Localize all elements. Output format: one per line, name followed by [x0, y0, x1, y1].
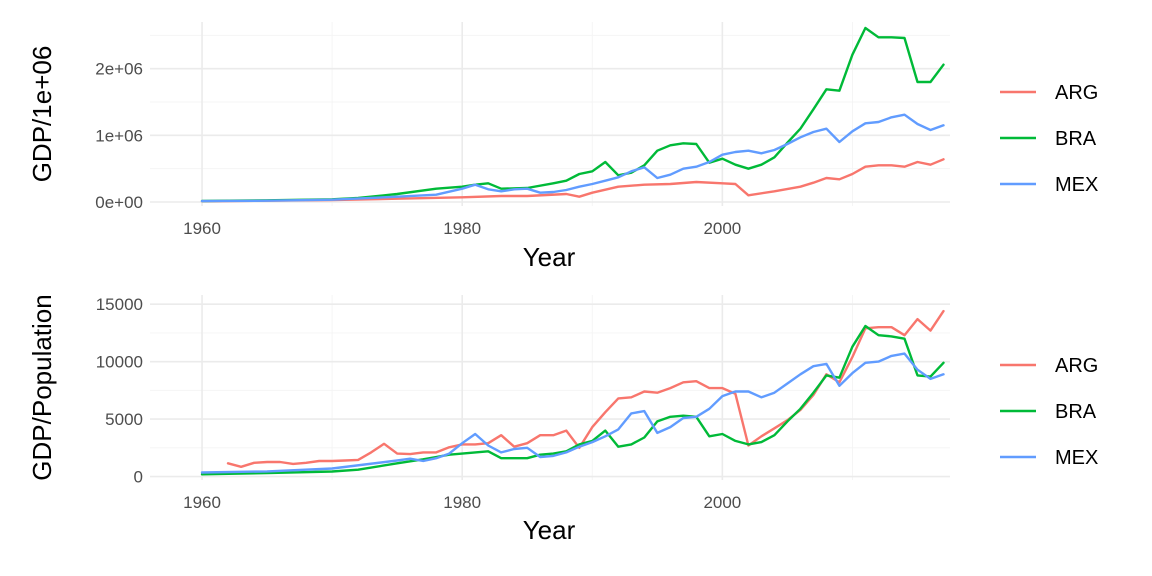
y-tick-label: 10000 — [96, 353, 143, 372]
x-tick-label: 2000 — [703, 219, 741, 238]
legend-label-mex: MEX — [1055, 174, 1098, 196]
y-tick-label: 5000 — [105, 410, 143, 429]
series-line-arg — [200, 158, 945, 203]
y-tick-label: 1e+06 — [95, 126, 143, 145]
x-tick-label: 1980 — [443, 219, 481, 238]
chart-panel-1: 1960 1980 2000 0e+00 1e+06 2e+06 Year GDP/1e+06… — [27, 22, 1098, 272]
series-line-mex — [200, 113, 945, 203]
y-tick-label: 2e+06 — [95, 60, 143, 79]
chart-panel-2: 1960 1980 2000 0 5000 10000 15000 Year GDP/Popul… — [27, 294, 1098, 545]
series-line-mex — [200, 352, 945, 474]
x-tick-label: 2000 — [703, 493, 741, 512]
x-axis-title: Year — [523, 515, 576, 545]
legend-label-bra: BRA — [1055, 128, 1097, 150]
legend: ARG BRA MEX — [1000, 82, 1098, 196]
legend: ARG BRA MEX — [1000, 355, 1098, 469]
legend-label-mex: MEX — [1055, 447, 1098, 469]
legend-label-arg: ARG — [1055, 355, 1098, 377]
legend-label-arg: ARG — [1055, 82, 1098, 104]
y-tick-label: 0e+00 — [95, 193, 143, 212]
y-tick-label: 15000 — [96, 295, 143, 314]
y-axis-title: GDP/1e+06 — [27, 46, 57, 183]
series-line-bra — [200, 324, 945, 476]
y-axis-title: GDP/Population — [27, 294, 57, 480]
x-tick-label: 1960 — [183, 219, 221, 238]
x-tick-label: 1960 — [183, 493, 221, 512]
x-axis-title: Year — [523, 242, 576, 272]
legend-label-bra: BRA — [1055, 401, 1097, 423]
series-line-bra — [200, 26, 945, 203]
y-tick-label: 0 — [134, 468, 143, 487]
x-tick-label: 1980 — [443, 493, 481, 512]
